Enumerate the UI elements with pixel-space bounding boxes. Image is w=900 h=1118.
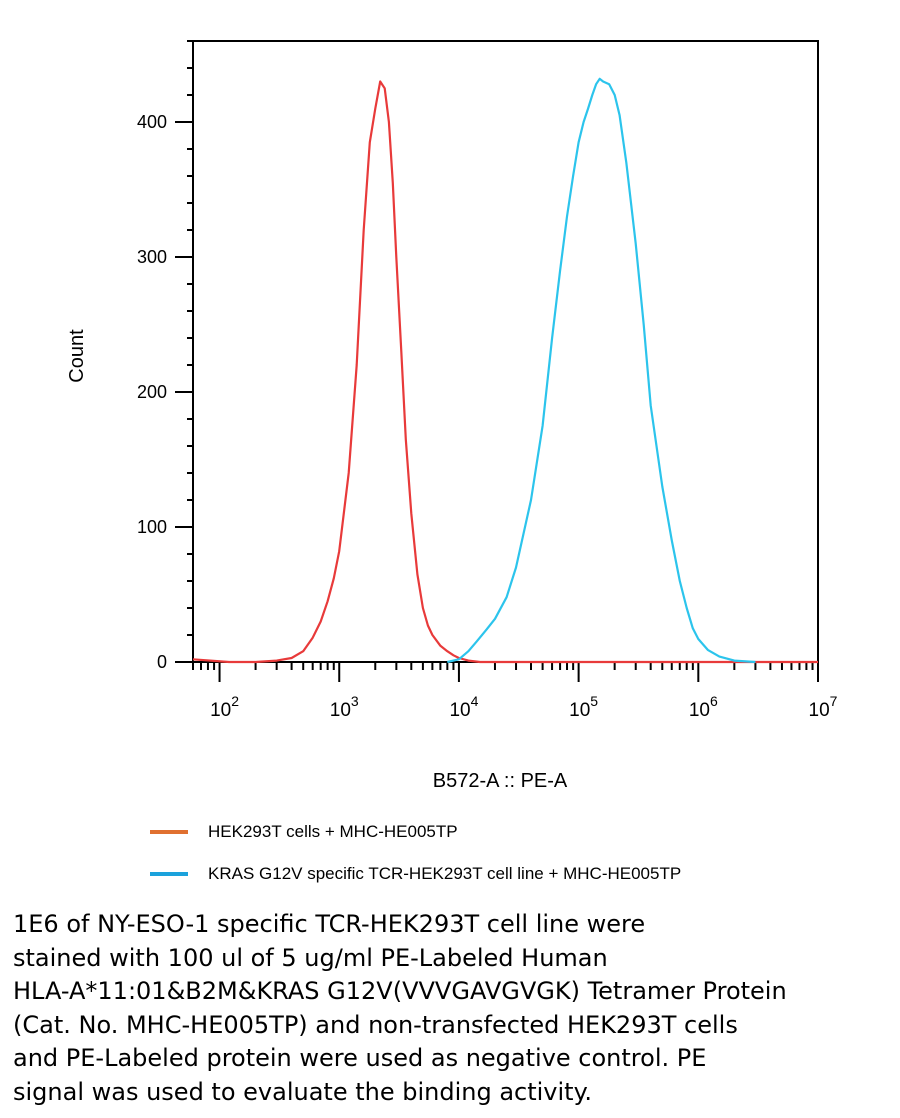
y-tick-label: 0 (157, 652, 167, 672)
x-tick-label: 103 (330, 693, 359, 721)
caption-line: 1E6 of NY-ESO-1 specific TCR-HEK293T cel… (13, 910, 646, 938)
x-axis: 102 103 104 105 106 107 (192, 662, 838, 721)
series-line-0 (192, 80, 818, 664)
x-tick-label: 104 (449, 693, 478, 721)
x-axis-label: B572-A :: PE-A (433, 770, 568, 792)
histogram-chart: 0 100 200 300 400 102 103 104 105 106 107 Count B… (66, 40, 838, 792)
legend-swatch-control (150, 830, 188, 834)
y-tick-label: 100 (137, 517, 167, 537)
caption-line: (Cat. No. MHC-HE005TP) and non-transfect… (13, 1010, 738, 1039)
caption-line: HLA-A*11:01&B2M&KRAS G12V(VVVGAVGVGK) Te… (13, 977, 787, 1005)
caption-line: stained with 100 ul of 5 ug/ml PE-Labele… (13, 943, 608, 972)
caption-line: signal was used to evaluate the binding … (13, 1077, 592, 1106)
y-axis-label: Count (66, 329, 88, 383)
figure-caption: 1E6 of NY-ESO-1 specific TCR-HEK293T cel… (13, 908, 898, 1109)
y-tick-label: 300 (137, 247, 167, 267)
legend-swatch-kras (150, 872, 188, 876)
x-tick-label: 106 (689, 693, 718, 721)
legend-item-kras: KRAS G12V specific TCR-HEK293T cell line… (150, 864, 681, 884)
y-tick-label: 400 (137, 112, 167, 132)
series-line-1 (447, 77, 756, 664)
x-tick-label: 107 (809, 693, 838, 721)
plot-frame (192, 40, 819, 663)
legend-label-control: HEK293T cells + MHC-HE005TP (208, 822, 458, 841)
legend: HEK293T cells + MHC-HE005TP KRAS G12V sp… (150, 822, 681, 906)
legend-label-kras: KRAS G12V specific TCR-HEK293T cell line… (208, 864, 682, 883)
x-tick-label: 105 (569, 693, 598, 721)
x-tick-label: 102 (210, 693, 239, 721)
y-tick-label: 200 (137, 382, 167, 402)
y-axis: 0 100 200 300 400 (137, 40, 193, 672)
legend-item-control: HEK293T cells + MHC-HE005TP (150, 822, 681, 842)
caption-line: and PE-Labeled protein were used as nega… (13, 1044, 707, 1072)
series-layer (192, 77, 818, 664)
